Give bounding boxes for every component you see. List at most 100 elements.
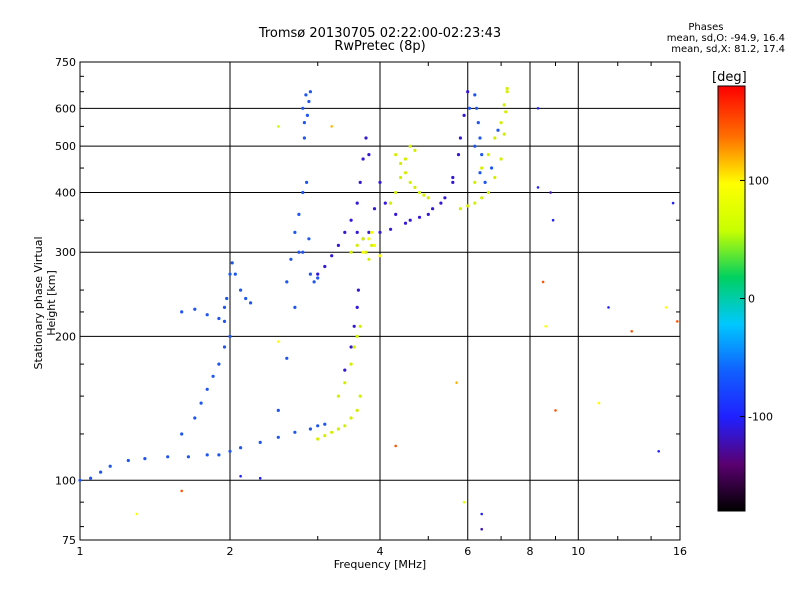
echo-point [180, 432, 184, 436]
echo-point [394, 153, 398, 157]
echo-point [389, 227, 393, 231]
echo-point [473, 93, 477, 97]
echo-point [323, 422, 327, 426]
x-axis-label: Frequency [MHz] [333, 558, 427, 571]
echo-point [225, 296, 229, 301]
outlier-point [394, 444, 398, 448]
colorbar-ticks: 100 0 -100 [740, 174, 773, 424]
echo-point [364, 136, 368, 140]
phase-stats-o: mean, sd,O: -94.9, 16.4 [666, 33, 785, 44]
x-tick-label: 16 [673, 545, 687, 558]
outlier-point [277, 340, 280, 343]
echo-point [78, 478, 82, 482]
echo-point [389, 201, 393, 205]
echo-point [349, 362, 353, 366]
outlier-point [664, 306, 668, 309]
echo-point [166, 455, 170, 459]
outlier-point [277, 125, 280, 128]
echo-point [301, 190, 305, 195]
echo-point [378, 254, 382, 258]
echo-point [355, 305, 359, 309]
x-tick-label: 6 [464, 545, 471, 558]
outlier-point [462, 500, 466, 504]
echo-point [336, 394, 340, 398]
outlier-point [551, 218, 555, 222]
echo-point [222, 319, 227, 323]
echo-point [297, 250, 301, 254]
outlier-point [536, 186, 540, 189]
echo-point [285, 356, 289, 360]
outlier-point [544, 325, 547, 328]
y-tick-label: 600 [55, 102, 76, 115]
echo-point [505, 86, 509, 91]
echo-point [316, 424, 320, 428]
echo-point [372, 207, 377, 211]
echo-point [358, 394, 362, 398]
echo-point [361, 237, 365, 241]
echo-point [330, 430, 334, 434]
y-tick-label: 75 [62, 534, 76, 547]
echo-point [403, 157, 408, 161]
echo-point [355, 334, 359, 338]
y-tick-label: 200 [55, 330, 76, 343]
echo-point [499, 121, 503, 125]
phase-stats: Phases mean, sd,O: -94.9, 16.4 mean, sd,… [667, 22, 785, 55]
echo-point [349, 218, 353, 222]
y-tick-label: 500 [55, 140, 76, 153]
echo-point [193, 416, 197, 420]
echo-point [367, 153, 371, 157]
echo-point [367, 237, 371, 241]
echo-point [473, 201, 477, 205]
echo-point [249, 301, 253, 305]
echo-point [439, 201, 443, 205]
echo-point [307, 237, 311, 241]
echo-point [349, 345, 353, 349]
echo-point [408, 218, 412, 222]
x-tick-label: 1 [77, 545, 84, 558]
x-tick-label: 10 [571, 545, 585, 558]
outlier-point [671, 201, 675, 205]
outlier-point [554, 409, 557, 412]
echo-point [293, 230, 297, 234]
echo-point [370, 243, 374, 247]
x-axis-ticks: 1 2 4 6 8 10 16 [77, 62, 687, 558]
echo-point [330, 254, 334, 258]
echo-point [228, 272, 232, 276]
colorbar-tick-label: 100 [748, 174, 769, 187]
echo-point [289, 257, 293, 261]
echo-point [316, 272, 320, 276]
echo-point [473, 180, 477, 184]
echo-point [475, 106, 479, 110]
echo-point [305, 180, 309, 184]
echo-point [466, 204, 470, 208]
echo-point [505, 90, 509, 94]
echo-point [483, 180, 487, 184]
echo-point [301, 250, 305, 254]
echo-point [239, 288, 243, 292]
outlier-point [135, 512, 139, 516]
outlier-point [455, 381, 458, 385]
echo-point [308, 427, 312, 431]
echo-point [417, 190, 422, 195]
echo-point [323, 264, 327, 269]
echo-point [355, 230, 359, 234]
echo-point [355, 408, 359, 412]
data-points [78, 86, 679, 531]
phase-stats-x: mean, sd,X: 81.2, 17.4 [671, 44, 785, 55]
echo-point [502, 132, 506, 136]
echo-point [480, 166, 484, 170]
echo-point [403, 221, 408, 225]
echo-point [493, 136, 497, 140]
echo-point [336, 243, 340, 247]
echo-point [316, 437, 320, 441]
echo-point [217, 453, 221, 457]
echo-point [276, 435, 280, 439]
echo-point [504, 110, 508, 114]
echo-point [126, 458, 130, 463]
echo-point [499, 157, 503, 161]
echo-point [285, 280, 289, 284]
x-tick-label: 2 [227, 545, 234, 558]
echo-point [378, 230, 382, 234]
y-axis-ticks: 75 100 200 300 400 500 600 750 [55, 56, 680, 547]
